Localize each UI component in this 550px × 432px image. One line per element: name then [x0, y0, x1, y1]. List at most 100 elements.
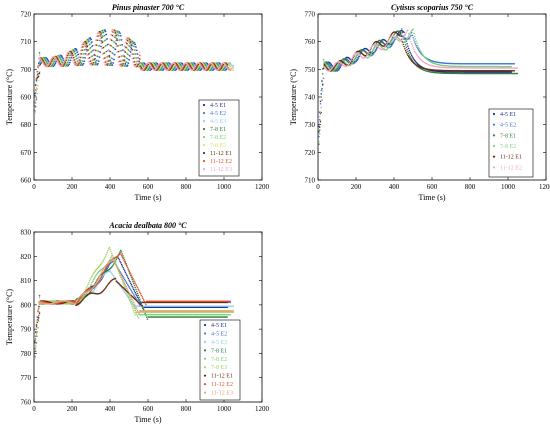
- data-point: [408, 54, 411, 56]
- x-tick-label: 200: [351, 183, 362, 191]
- data-point: [393, 33, 395, 36]
- data-point: [319, 113, 322, 115]
- data-point: [231, 66, 234, 68]
- data-point: [132, 280, 134, 283]
- legend-marker: [202, 159, 206, 163]
- series-11-12-e2: [318, 29, 519, 125]
- legend-marker: [202, 167, 206, 171]
- legend-entry: 4-5 E2: [500, 123, 516, 129]
- data-point: [405, 46, 408, 49]
- data-point: [120, 251, 123, 253]
- data-point: [407, 36, 409, 39]
- data-point: [188, 66, 190, 68]
- data-point: [34, 99, 37, 102]
- data-point: [401, 28, 403, 30]
- data-point: [107, 49, 110, 52]
- data-point: [38, 73, 40, 75]
- chart-cytisus: Cytisus scoparius 750 °C0 200 400 600 800 100…: [289, 3, 550, 202]
- data-point: [136, 62, 138, 65]
- data-point: [64, 57, 67, 59]
- data-point: [368, 50, 370, 53]
- data-point: [228, 65, 231, 68]
- data-point: [408, 35, 411, 38]
- data-point: [121, 253, 124, 255]
- data-point: [69, 53, 72, 56]
- data-point: [353, 59, 355, 62]
- x-tick-label: 400: [105, 183, 116, 191]
- y-axis-label: Temperature (°C): [5, 289, 14, 346]
- data-point: [115, 258, 118, 261]
- data-point: [39, 62, 42, 64]
- data-point: [136, 290, 138, 293]
- y-tick-label: 760: [305, 38, 316, 46]
- data-point: [348, 62, 351, 65]
- legend-marker: [492, 144, 496, 148]
- y-tick-label: 700: [21, 66, 32, 74]
- data-point: [516, 67, 519, 69]
- legend-entry: 7-8 E1: [210, 127, 226, 133]
- data-point: [84, 44, 86, 47]
- data-point: [384, 46, 386, 48]
- data-point: [413, 41, 416, 43]
- data-point: [129, 282, 132, 284]
- data-point: [38, 79, 40, 82]
- data-point: [386, 41, 389, 44]
- data-point: [218, 66, 221, 69]
- data-point: [127, 285, 130, 287]
- data-point: [155, 67, 158, 69]
- data-point: [231, 64, 233, 67]
- data-point: [126, 36, 129, 39]
- data-point: [133, 294, 135, 296]
- data-point: [416, 42, 418, 45]
- data-point: [156, 66, 159, 68]
- data-point: [34, 110, 36, 112]
- data-point: [137, 57, 140, 59]
- data-point: [134, 291, 137, 294]
- data-point: [142, 308, 145, 311]
- data-point: [353, 58, 356, 60]
- legend-entry: 7-8 E2: [500, 144, 516, 150]
- data-point: [415, 44, 417, 47]
- x-tick-label: 800: [181, 183, 192, 191]
- data-point: [417, 47, 419, 50]
- legend-entry: 11-12 E2: [210, 159, 232, 165]
- legend-entry: 11-12 E2: [500, 165, 522, 171]
- data-point: [388, 44, 391, 47]
- data-point: [41, 61, 44, 64]
- data-point: [351, 62, 354, 64]
- data-point: [320, 93, 322, 95]
- data-point: [350, 58, 353, 60]
- data-point: [121, 59, 124, 61]
- x-tick-label: 600: [143, 405, 154, 413]
- legend-entry: 11-12 E1: [210, 151, 232, 157]
- data-point: [405, 51, 408, 54]
- data-point: [356, 57, 359, 59]
- data-point: [76, 62, 79, 64]
- data-point: [354, 56, 357, 59]
- data-point: [349, 61, 351, 63]
- data-point: [413, 35, 416, 37]
- legend-marker: [202, 119, 206, 123]
- data-point: [403, 31, 405, 34]
- data-point: [410, 53, 412, 55]
- data-point: [410, 54, 413, 57]
- x-tick-label: 200: [67, 183, 78, 191]
- data-point: [391, 40, 393, 42]
- data-point: [413, 48, 415, 51]
- data-point: [133, 64, 135, 66]
- data-point: [143, 66, 146, 69]
- data-point: [86, 54, 89, 56]
- data-point: [103, 61, 105, 64]
- x-tick-label: 1200: [539, 183, 550, 191]
- data-point: [38, 54, 41, 56]
- data-point: [139, 65, 142, 68]
- data-point: [146, 318, 149, 320]
- data-point: [138, 54, 140, 56]
- data-point: [419, 49, 421, 52]
- data-point: [322, 67, 325, 69]
- data-point: [412, 28, 414, 31]
- data-point: [133, 288, 135, 291]
- data-point: [132, 287, 134, 289]
- legend-marker: [202, 135, 206, 139]
